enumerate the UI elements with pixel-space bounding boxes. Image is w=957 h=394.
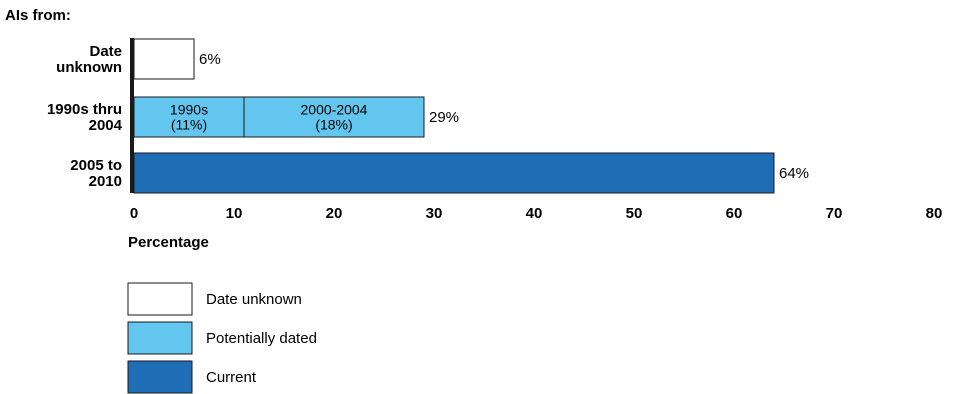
y-axis-line (130, 38, 134, 193)
x-tick-labels: 0 10 20 30 40 50 60 70 80 (130, 205, 943, 222)
category-label: Date unknown (56, 43, 122, 76)
segment-label: 2000-2004 (18%) (301, 102, 368, 133)
bar-segment (133, 96, 245, 138)
legend-swatch (127, 321, 193, 355)
x-tick-label: 20 (326, 205, 343, 222)
data-label: 6% (199, 51, 221, 68)
x-tick-label: 40 (526, 205, 543, 222)
category-labels: Date unknown 1990s thru 2004 2005 to 2010 (47, 43, 123, 190)
segment-label: 1990s (11%) (170, 102, 208, 133)
bars: 1990s (11%) 2000-2004 (18%) 6% 29% 64% (133, 38, 809, 194)
bar-segment (133, 152, 775, 194)
legend-swatch (127, 360, 193, 394)
chart-subtitle: AIs from: (5, 7, 71, 24)
x-tick-label: 80 (926, 205, 943, 222)
x-tick-label: 30 (426, 205, 443, 222)
legend-label: Current (206, 369, 257, 386)
x-tick-label: 10 (226, 205, 243, 222)
data-label: 29% (429, 109, 459, 126)
legend-label: Date unknown (206, 291, 302, 308)
x-tick-label: 0 (130, 205, 138, 222)
legend: Date unknown Potentially dated Current (127, 282, 317, 394)
legend-label: Potentially dated (206, 330, 317, 347)
x-axis-label: Percentage (128, 234, 209, 251)
bar-segment (133, 38, 195, 80)
category-label: 1990s thru 2004 (47, 101, 123, 134)
x-tick-label: 50 (626, 205, 643, 222)
category-label: 2005 to 2010 (70, 157, 122, 190)
data-label: 64% (779, 165, 809, 182)
x-tick-label: 60 (726, 205, 743, 222)
legend-swatch (127, 282, 193, 316)
bar-segment (243, 96, 425, 138)
x-tick-label: 70 (826, 205, 843, 222)
